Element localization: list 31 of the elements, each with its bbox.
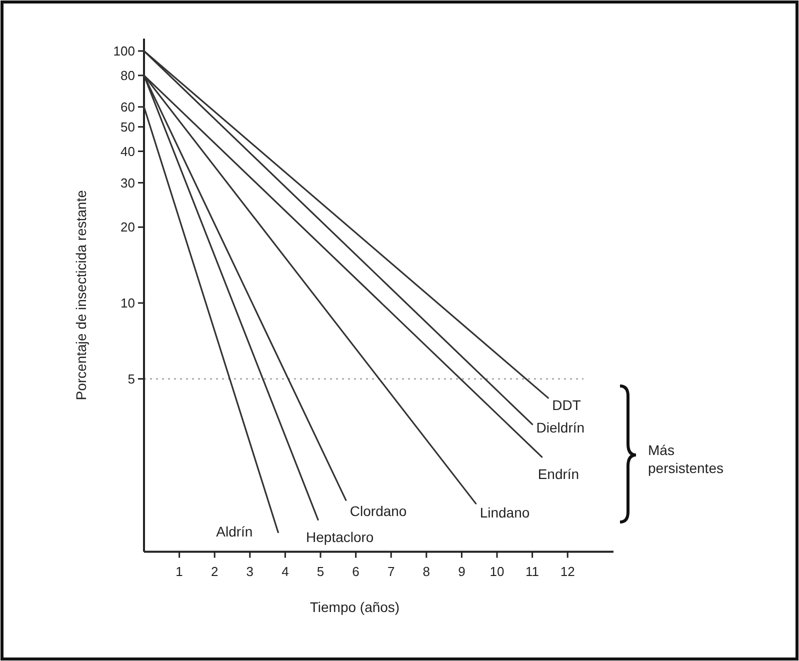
- text: Más persistentes: [648, 442, 724, 476]
- x-tick-label: 1: [176, 564, 183, 579]
- y-axis-title: Porcentaje de insecticida restante: [73, 190, 89, 400]
- series-label: Clordano: [350, 503, 407, 520]
- y-tick-label: 50: [120, 119, 135, 134]
- x-tick-label: 2: [210, 564, 218, 579]
- series-label: Endrín: [538, 466, 580, 482]
- series-label: Lindano: [480, 504, 530, 521]
- x-tick-label: 8: [422, 564, 430, 579]
- y-tick-label: 100: [113, 44, 135, 59]
- x-tick-label: 9: [458, 564, 466, 579]
- y-tick-label: 5: [128, 371, 135, 386]
- x-tick-label: 10: [490, 564, 504, 579]
- series-label: Heptacloro: [306, 528, 374, 545]
- series-label: DDT: [552, 396, 582, 413]
- x-tick-label: 6: [352, 564, 360, 579]
- series-label: Dieldrín: [536, 419, 585, 436]
- y-tick-label: 60: [120, 99, 135, 114]
- series-label: Aldrín: [216, 523, 253, 540]
- y-tick-label: 40: [120, 144, 135, 159]
- x-axis-title: Tiempo (años): [310, 599, 400, 615]
- x-tick-label: 4: [282, 564, 289, 579]
- x-tick-label: 3: [246, 564, 254, 579]
- x-tick-label: 5: [316, 564, 324, 579]
- y-tick-label: 80: [120, 68, 135, 83]
- x-tick-label: 7: [387, 564, 395, 579]
- x-tick-label: 12: [560, 564, 575, 579]
- y-tick-label: 20: [120, 220, 135, 235]
- x-tick-label: 11: [526, 564, 540, 579]
- y-tick-label: 30: [120, 175, 135, 190]
- y-tick-label: 10: [120, 296, 135, 311]
